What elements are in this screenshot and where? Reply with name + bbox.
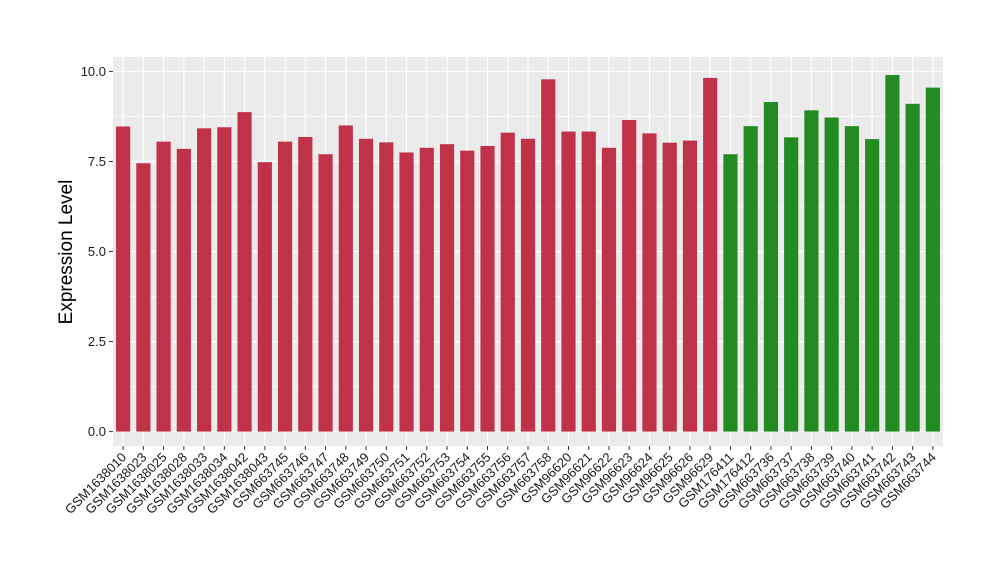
bar-GSM663741: [865, 139, 880, 432]
bar-GSM663747: [318, 154, 333, 432]
bar-GSM96624: [642, 133, 657, 432]
bar-GSM1638042: [237, 112, 252, 432]
bar-GSM663754: [460, 150, 475, 432]
y-axis-label: Expression Level: [56, 180, 77, 325]
bar-GSM663736: [763, 102, 779, 432]
bar-GSM663758: [541, 79, 556, 432]
bar-GSM663753: [439, 144, 455, 432]
bar-GSM663744: [925, 87, 940, 432]
bar-GSM96625: [662, 142, 677, 432]
y-tick-label: 7.5: [88, 154, 106, 169]
bar-GSM663755: [480, 145, 495, 432]
bar-GSM96623: [622, 120, 637, 432]
bar-GSM1638025: [156, 141, 171, 432]
bar-GSM96629: [703, 77, 718, 432]
bar-GSM663750: [379, 142, 394, 432]
bar-GSM663740: [844, 126, 859, 432]
bar-GSM663737: [784, 137, 799, 432]
bar-GSM1638028: [176, 148, 191, 432]
bars: [116, 75, 940, 432]
bar-GSM1638043: [257, 162, 272, 432]
y-tick-label: 5.0: [88, 244, 106, 259]
bar-GSM1638034: [217, 127, 232, 432]
x-axis: GSM1638010GSM1638023GSM1638025GSM1638028…: [62, 446, 939, 517]
bar-GSM663743: [905, 103, 920, 432]
bar-GSM176411: [723, 154, 738, 432]
bar-GSM663757: [520, 138, 536, 432]
bar-GSM663738: [804, 110, 819, 432]
y-axis: 0.0 2.5 5.0 7.5 10.0: [81, 64, 113, 439]
y-tick-label: 10.0: [81, 64, 106, 79]
bar-GSM663751: [399, 152, 414, 432]
bar-GSM96626: [682, 140, 698, 432]
bar-GSM663739: [824, 117, 839, 432]
y-tick-label: 2.5: [88, 334, 106, 349]
bar-GSM663756: [500, 132, 515, 432]
bar-GSM663745: [277, 141, 293, 432]
bar-GSM1638010: [116, 126, 131, 432]
y-tick-label: 0.0: [88, 424, 106, 439]
bar-GSM96622: [601, 147, 617, 432]
bar-GSM663752: [419, 147, 434, 432]
bar-GSM663749: [358, 138, 374, 432]
bar-GSM1638023: [136, 163, 151, 432]
bar-GSM176412: [743, 126, 758, 432]
bar-GSM96620: [561, 131, 576, 432]
bar-GSM663746: [298, 136, 313, 432]
bar-GSM1638033: [197, 128, 212, 432]
bar-GSM663742: [885, 75, 900, 432]
bar-GSM96621: [581, 131, 596, 432]
bar-GSM663748: [338, 125, 353, 432]
